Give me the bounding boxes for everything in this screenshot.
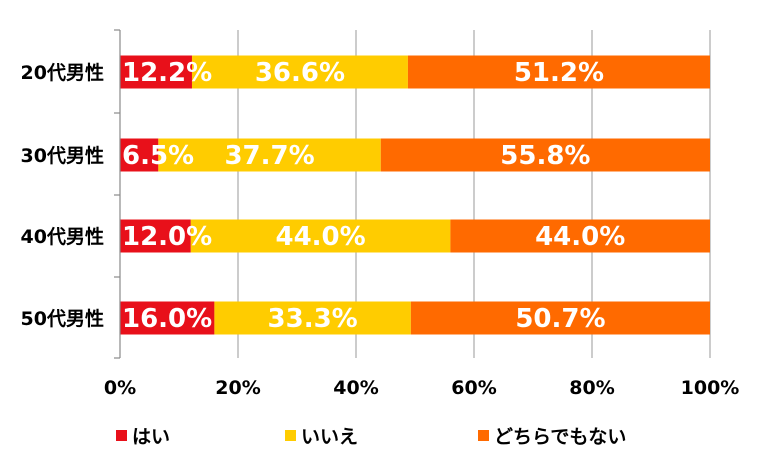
category-label: 50代男性 bbox=[21, 307, 104, 330]
data-label: 44.0% bbox=[275, 222, 365, 252]
data-label: 37.7% bbox=[224, 141, 314, 171]
legend-label: どちらでもない bbox=[494, 426, 626, 448]
bar-segment bbox=[120, 301, 215, 335]
legend-label: いいえ bbox=[301, 426, 358, 448]
bars bbox=[120, 55, 710, 335]
data-label: 12.2% bbox=[122, 58, 212, 88]
x-tick-label: 80% bbox=[569, 377, 614, 399]
legend-swatch bbox=[285, 430, 296, 441]
legend-swatch bbox=[116, 430, 127, 441]
x-tick-label: 0% bbox=[104, 377, 136, 399]
x-tick-label: 60% bbox=[451, 377, 496, 399]
bar-segment bbox=[120, 219, 191, 253]
data-label: 36.6% bbox=[255, 58, 345, 88]
data-label: 12.0% bbox=[122, 222, 212, 252]
x-tick-label: 100% bbox=[681, 377, 740, 399]
data-label: 6.5% bbox=[122, 141, 194, 171]
bar-segment bbox=[410, 301, 710, 335]
x-tick-label: 20% bbox=[215, 377, 260, 399]
data-label: 55.8% bbox=[500, 141, 590, 171]
data-label: 50.7% bbox=[515, 304, 605, 334]
data-label: 16.0% bbox=[122, 304, 212, 334]
bar-segment bbox=[450, 219, 710, 253]
legend-swatch bbox=[478, 430, 489, 441]
data-label: 33.3% bbox=[268, 304, 358, 334]
bar-segment bbox=[191, 55, 408, 89]
data-label: 44.0% bbox=[535, 222, 625, 252]
bar-segment bbox=[120, 55, 192, 89]
category-label: 40代男性 bbox=[21, 225, 104, 248]
category-label: 20代男性 bbox=[21, 61, 104, 84]
legend-label: はい bbox=[132, 426, 170, 448]
bar-segment bbox=[120, 138, 159, 172]
axes bbox=[114, 29, 121, 359]
bar-segment bbox=[214, 301, 411, 335]
bar-segment bbox=[158, 138, 381, 172]
category-label: 30代男性 bbox=[21, 144, 104, 167]
bar-segment bbox=[190, 219, 451, 253]
labels: 0% 20% 40% 60% 80% 100% 12.2% 36.6% 51.2% 20代男性 6.… bbox=[21, 58, 740, 399]
data-label: 51.2% bbox=[514, 58, 604, 88]
legend: はい いいえ どちらでもない bbox=[116, 426, 626, 448]
bar-segment bbox=[380, 138, 710, 172]
x-tick-label: 40% bbox=[333, 377, 378, 399]
bar-segment bbox=[407, 55, 710, 89]
